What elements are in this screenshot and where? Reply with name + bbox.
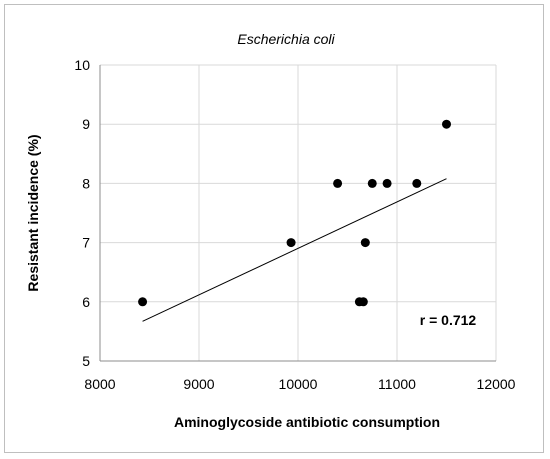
data-point <box>138 297 148 307</box>
chart-title: Escherichia coli <box>237 31 335 47</box>
trendline-group <box>142 178 447 322</box>
data-point <box>333 178 343 188</box>
data-point <box>358 297 368 307</box>
trendline <box>142 178 447 322</box>
y-tick-label: 6 <box>82 294 90 310</box>
data-points <box>138 119 451 307</box>
y-axis-label: Resistant incidence (%) <box>25 134 41 291</box>
x-axis-label: Aminoglycoside antibiotic consumption <box>174 414 440 430</box>
x-tick-label: 12000 <box>477 376 516 392</box>
y-tick-label: 5 <box>82 353 90 369</box>
data-point <box>382 178 392 188</box>
x-tick-labels: 8000 9000 10000 11000 12000 <box>84 376 515 392</box>
data-point <box>360 238 370 248</box>
y-tick-labels: 5 6 7 8 9 10 <box>74 57 90 369</box>
gridlines <box>100 64 497 361</box>
data-point <box>412 178 422 188</box>
y-tick-label: 10 <box>74 57 90 73</box>
correlation-annotation: r = 0.712 <box>420 312 477 328</box>
y-tick-label: 8 <box>82 175 90 191</box>
data-point <box>286 238 296 248</box>
y-tick-label: 9 <box>82 116 90 132</box>
y-tick-label: 7 <box>82 235 90 251</box>
chart-frame <box>4 4 544 453</box>
x-tick-label: 11000 <box>378 376 416 392</box>
x-tick-label: 9000 <box>183 376 214 392</box>
axes <box>99 65 496 362</box>
x-tick-label: 10000 <box>279 376 318 392</box>
data-point <box>367 178 377 188</box>
x-tick-label: 8000 <box>84 376 115 392</box>
data-point <box>442 119 451 129</box>
